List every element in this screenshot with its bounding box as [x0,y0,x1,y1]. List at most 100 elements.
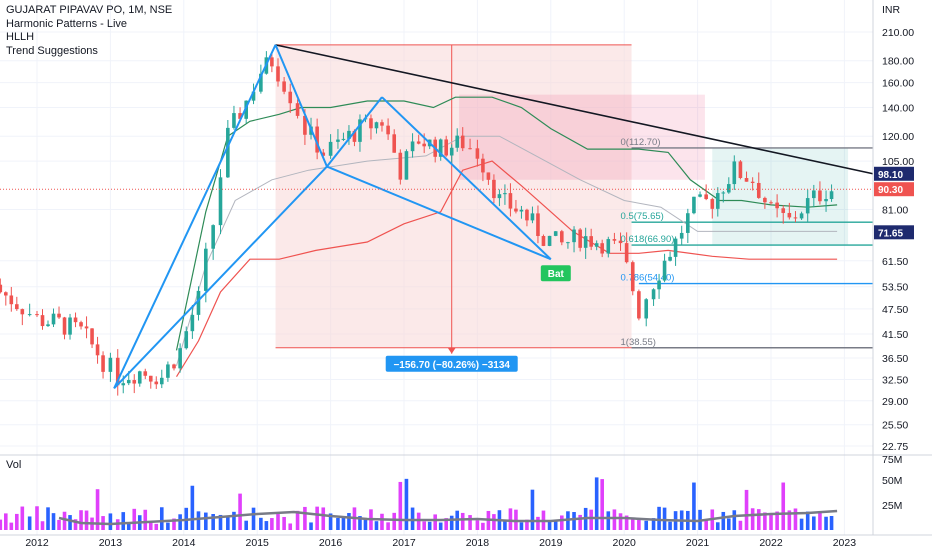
volume-bar-19 [108,513,113,530]
price-tick-2: 160.00 [882,78,914,90]
measure-badge-label: −156.70 (−80.26%) −3134 [393,360,510,371]
volume-bar-71 [427,521,432,530]
candle-body-90 [536,213,540,237]
candle-body-93 [553,231,558,236]
measure-badge [385,355,518,372]
volume-bar-79 [475,520,480,530]
candle-body-30 [172,364,176,369]
volume-bar-43 [259,517,263,530]
price-axis-unit: INR [882,4,901,16]
candle-body-100 [594,243,599,247]
price-label-bg-0 [874,166,914,181]
volume-bar-55 [336,517,340,530]
volume-bar-56 [341,516,346,530]
volume-bar-48 [288,523,293,530]
volume-bar-46 [276,514,280,530]
candle-body-13 [73,317,78,323]
candle-body-8 [46,324,50,327]
time-tick-3: 2015 [246,537,270,549]
candle-body-9 [51,313,56,325]
price-label-0: 98.10 [878,170,903,181]
candle-body-67 [404,151,409,180]
candle-body-83 [497,194,502,199]
candle-body-4 [20,309,25,315]
volume-bar-135 [805,511,810,530]
candle-body-31 [178,348,182,369]
candle-body-103 [612,239,617,241]
candle-body-127 [756,182,761,198]
volume-bar-70 [422,521,426,530]
indicator-hllh-label[interactable]: HLLH [6,31,35,43]
candle-body-1 [4,292,8,296]
price-tick-4: 120.00 [882,131,914,143]
volume-bar-3 [15,513,19,530]
candle-body-81 [486,172,491,180]
volume-bar-96 [572,512,576,530]
candle-body-122 [726,184,731,193]
candle-body-68 [410,141,415,152]
candle-body-22 [126,380,131,384]
indicator-trend-label[interactable]: Trend Suggestions [6,44,98,57]
volume-bar-69 [416,512,421,530]
candle-body-128 [763,197,767,203]
candle-body-46 [276,66,280,82]
candle-body-75 [449,147,454,156]
volume-bar-72 [433,514,437,530]
volume-bar-27 [154,523,159,530]
candle-body-70 [422,143,426,147]
time-tick-10: 2022 [759,537,783,549]
candle-body-110 [657,280,661,290]
candle-body-42 [251,91,256,101]
volume-bar-73 [438,522,443,530]
candle-body-35 [204,248,208,291]
price-label-2: 71.65 [878,228,903,239]
candle-body-16 [90,328,94,345]
time-tick-1: 2013 [99,537,123,549]
volume-bar-106 [630,519,635,530]
fib-label-2: 0.618(66.90) [621,234,675,245]
volume-bar-63 [380,513,384,530]
volume-bar-78 [468,515,472,530]
volume-bar-49 [295,510,300,530]
candle-body-43 [259,73,263,92]
harmonic-leg-4 [113,165,328,390]
price-tick-11: 36.50 [882,353,908,365]
time-tick-11: 2023 [833,537,857,549]
candle-body-3 [15,304,19,310]
volume-bar-14 [79,510,83,530]
candle-body-125 [744,178,749,182]
volume-bar-51 [309,522,313,530]
candle-body-84 [503,193,507,195]
volume-bar-105 [624,515,629,530]
channel-mid-line [176,135,838,366]
candle-body-69 [416,141,421,144]
candle-body-124 [738,161,743,179]
candle-body-95 [566,242,570,244]
price-label-1: 90.30 [878,185,903,196]
price-tick-15: 22.75 [882,441,908,453]
harmonic-leg-2 [326,96,383,168]
candle-body-32 [184,331,189,349]
volume-bar-5 [27,516,32,530]
time-tick-7: 2019 [539,537,563,549]
candle-body-6 [35,314,39,316]
volume-bar-13 [73,519,78,530]
indicator-harmonic-label[interactable]: Harmonic Patterns - Live [6,17,128,30]
volume-bar-6 [35,506,39,530]
volume-bar-29 [166,522,170,530]
volume-bar-104 [618,513,623,530]
harmonic-badge-label: Bat [548,269,565,280]
volume-bar-101 [600,479,604,530]
candle-body-106 [630,262,635,292]
volume-bar-67 [404,478,409,530]
fib-label-3: 0.786(54.40) [621,273,675,284]
volume-bar-82 [492,514,496,530]
candle-body-113 [673,238,678,257]
candle-body-37 [218,177,223,226]
volume-bar-21 [121,512,126,530]
volume-bar-137 [818,511,822,530]
volume-bar-108 [644,520,649,530]
candle-body-2 [9,295,14,305]
candle-body-59 [358,119,362,142]
